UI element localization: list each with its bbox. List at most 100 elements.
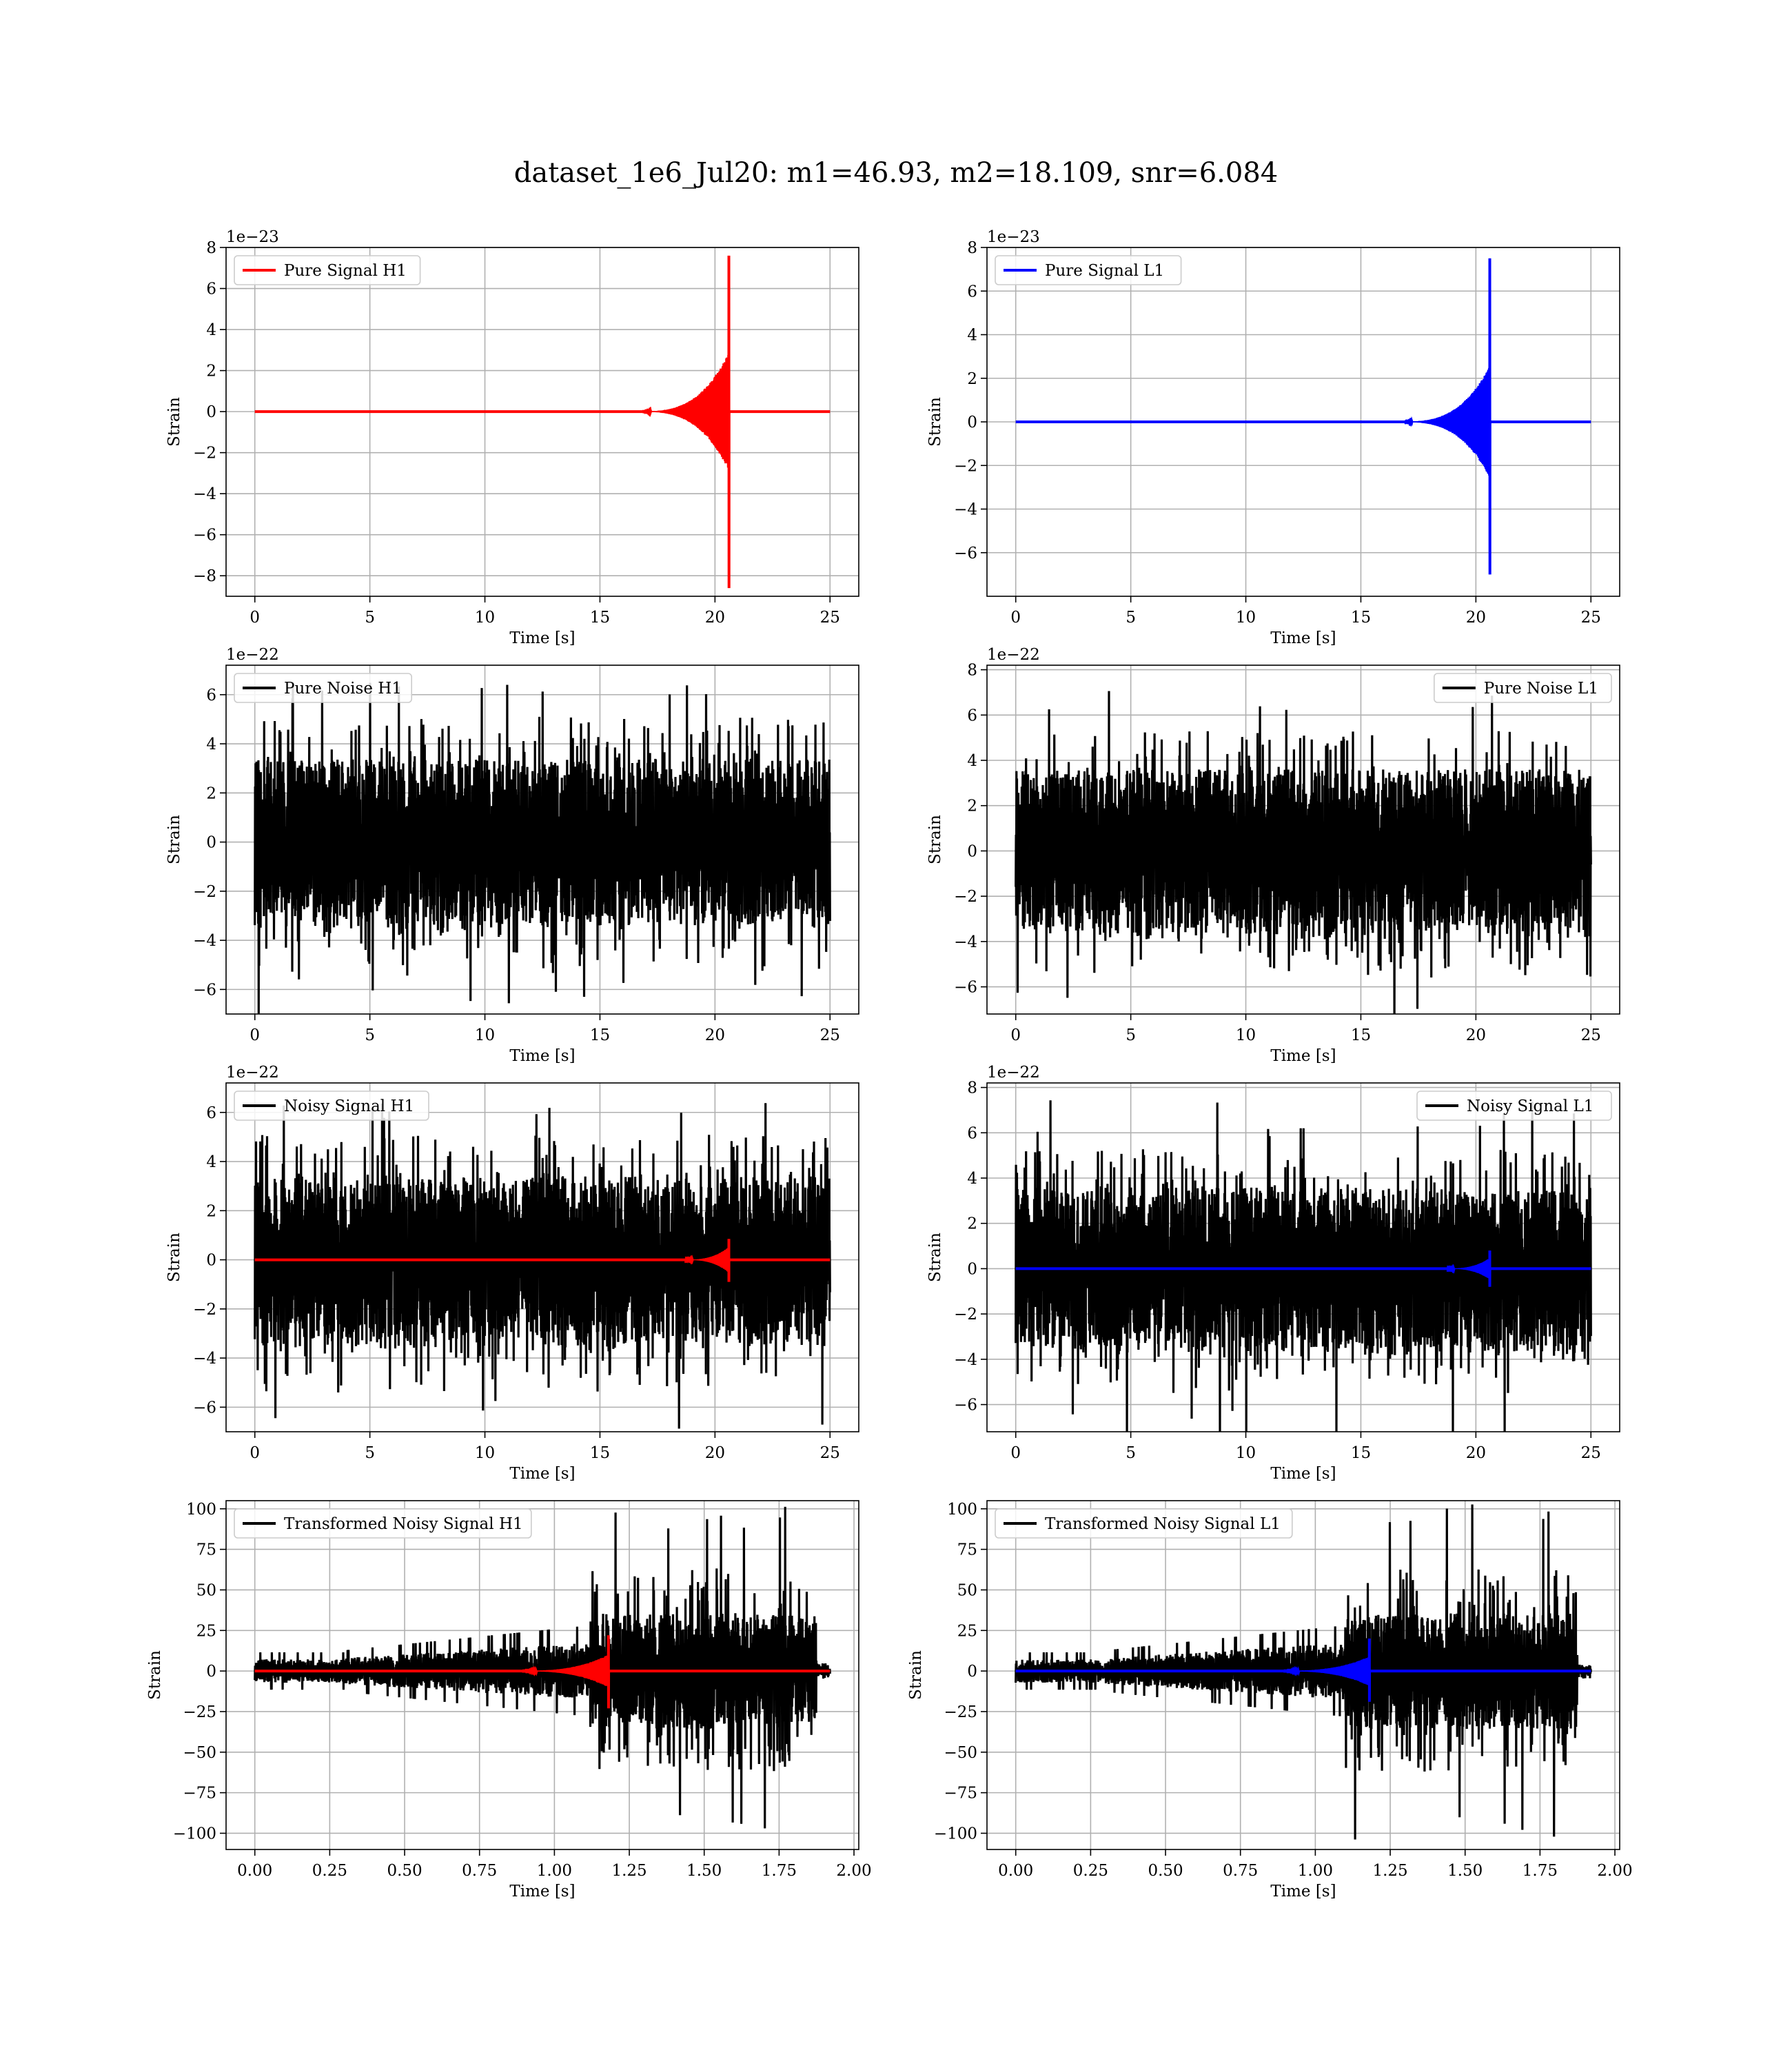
offset-label: 1e−22 bbox=[987, 646, 1040, 664]
offset-label: 1e−23 bbox=[226, 228, 279, 246]
x-tick-label: 25 bbox=[1581, 1444, 1601, 1462]
y-tick-label: −2 bbox=[193, 445, 216, 463]
y-axis-label: Strain bbox=[165, 397, 183, 447]
series-line-1 bbox=[254, 255, 831, 589]
y-tick-label: 8 bbox=[967, 1079, 977, 1097]
x-tick-label: 0.50 bbox=[387, 1862, 422, 1880]
y-tick-label: −50 bbox=[183, 1744, 216, 1762]
y-tick-label: 8 bbox=[967, 239, 977, 257]
x-tick-label: 0 bbox=[1010, 609, 1021, 627]
series-line-1 bbox=[1015, 258, 1591, 575]
axes-frame bbox=[225, 665, 859, 1015]
y-tick-label: −6 bbox=[954, 979, 977, 997]
x-tick-label: 0 bbox=[250, 1444, 260, 1462]
y-tick-label: −6 bbox=[954, 1397, 977, 1415]
y-tick-label: −2 bbox=[954, 1306, 977, 1324]
x-tick-label: 15 bbox=[1351, 1444, 1371, 1462]
y-tick-label: 0 bbox=[967, 1260, 977, 1278]
y-axis-label: Strain bbox=[165, 1233, 183, 1282]
y-tick-label: −4 bbox=[954, 1351, 977, 1369]
offset-label: 1e−23 bbox=[987, 228, 1040, 246]
series-line-2 bbox=[254, 1635, 831, 1709]
x-tick-label: 10 bbox=[475, 609, 495, 627]
y-tick-label: −4 bbox=[954, 933, 977, 951]
x-tick-label: 0.25 bbox=[1073, 1862, 1108, 1880]
legend-entry: Pure Signal L1 bbox=[1045, 262, 1164, 280]
subplot-3: 0 5 10 15 20 25 −6 −4 −2 0 2 4 6 Time [s] Strain 1e−22 P… bbox=[165, 646, 859, 1065]
x-tick-label: 20 bbox=[1466, 609, 1486, 627]
x-tick-label: 0.50 bbox=[1148, 1862, 1183, 1880]
axes-frame bbox=[986, 1500, 1620, 1850]
y-tick-label: 75 bbox=[196, 1541, 216, 1559]
y-tick-label: −4 bbox=[193, 1350, 216, 1368]
y-tick-label: −6 bbox=[193, 527, 216, 545]
y-tick-label: −100 bbox=[173, 1825, 216, 1843]
subplot-6: 0 5 10 15 20 25 −6 −4 −2 0 2 4 6 8 Time [s] Strain 1e−22… bbox=[926, 1064, 1620, 1483]
y-tick-label: 2 bbox=[967, 1215, 977, 1233]
x-tick-label: 0 bbox=[1010, 1026, 1021, 1044]
x-tick-label: 25 bbox=[1581, 1026, 1601, 1044]
series-line-2 bbox=[254, 1239, 831, 1282]
y-tick-label: 6 bbox=[206, 687, 216, 704]
axes-frame bbox=[225, 247, 859, 597]
offset-label: 1e−22 bbox=[226, 646, 279, 664]
y-axis-label: Strain bbox=[926, 1233, 944, 1282]
y-tick-label: −50 bbox=[944, 1744, 977, 1762]
x-tick-label: 25 bbox=[820, 1026, 840, 1044]
x-tick-label: 15 bbox=[590, 1026, 610, 1044]
x-tick-label: 10 bbox=[475, 1026, 495, 1044]
y-axis-label: Strain bbox=[926, 397, 944, 447]
x-tick-label: 1.75 bbox=[762, 1862, 797, 1880]
offset-label: 1e−22 bbox=[226, 1064, 279, 1082]
x-tick-label: 15 bbox=[1351, 1026, 1371, 1044]
x-tick-label: 5 bbox=[365, 609, 375, 627]
subplot-8: 0.00 0.25 0.50 0.75 1.00 1.25 1.50 1.75 2.00 −100… bbox=[907, 1500, 1633, 1900]
legend-box bbox=[995, 255, 1182, 285]
legend: Transformed Noisy Signal L1 bbox=[995, 1508, 1293, 1539]
x-tick-label: 1.25 bbox=[611, 1862, 646, 1880]
y-tick-label: 0 bbox=[206, 1252, 216, 1270]
legend-entry: Pure Signal H1 bbox=[284, 262, 407, 280]
axes-frame bbox=[225, 1082, 859, 1432]
legend: Noisy Signal L1 bbox=[1416, 1091, 1612, 1121]
y-tick-label: 2 bbox=[206, 1202, 216, 1220]
y-tick-label: −2 bbox=[954, 457, 977, 475]
y-tick-label: 4 bbox=[967, 752, 977, 770]
subplot-1: 0 5 10 15 20 25 −8 −6 −4 −2 0 2 4 6 8 Time [s] Strain 1e−… bbox=[165, 228, 859, 647]
x-tick-label: 5 bbox=[365, 1444, 375, 1462]
y-tick-label: 6 bbox=[206, 281, 216, 298]
x-tick-label: 20 bbox=[705, 1444, 725, 1462]
y-tick-label: 0 bbox=[967, 1663, 977, 1681]
x-tick-label: 10 bbox=[1236, 609, 1256, 627]
legend-box bbox=[995, 1508, 1293, 1539]
y-tick-label: 8 bbox=[206, 239, 216, 257]
y-tick-label: 0 bbox=[967, 842, 977, 860]
legend: Pure Signal H1 bbox=[234, 255, 421, 285]
y-tick-label: −100 bbox=[934, 1825, 977, 1843]
legend: Pure Noise H1 bbox=[234, 673, 413, 703]
y-tick-label: 4 bbox=[206, 1153, 216, 1171]
y-axis-label: Strain bbox=[907, 1650, 925, 1700]
x-tick-label: 20 bbox=[1466, 1026, 1486, 1044]
y-tick-label: 2 bbox=[967, 370, 977, 388]
y-tick-label: 25 bbox=[957, 1622, 977, 1640]
y-tick-label: −4 bbox=[193, 485, 216, 503]
axes-frame bbox=[225, 1500, 859, 1850]
y-tick-label: 0 bbox=[206, 403, 216, 421]
y-tick-label: 2 bbox=[206, 363, 216, 381]
x-tick-label: 5 bbox=[1126, 609, 1136, 627]
legend-entry: Pure Noise H1 bbox=[284, 680, 402, 698]
x-tick-label: 1.00 bbox=[1298, 1862, 1333, 1880]
y-tick-label: −2 bbox=[193, 883, 216, 901]
y-tick-label: 0 bbox=[967, 414, 977, 432]
x-tick-label: 0 bbox=[250, 609, 260, 627]
series-line-1 bbox=[1015, 1100, 1592, 1432]
subplot-5: 0 5 10 15 20 25 −6 −4 −2 0 2 4 6 Time [s] Strain 1e−22 N… bbox=[165, 1064, 859, 1483]
x-tick-label: 2.00 bbox=[836, 1862, 871, 1880]
y-tick-label: 100 bbox=[186, 1501, 216, 1519]
legend-entry: Transformed Noisy Signal L1 bbox=[1045, 1515, 1281, 1533]
legend-box bbox=[234, 255, 421, 285]
y-tick-label: 6 bbox=[967, 283, 977, 301]
x-tick-label: 5 bbox=[365, 1026, 375, 1044]
x-tick-label: 1.25 bbox=[1372, 1862, 1407, 1880]
